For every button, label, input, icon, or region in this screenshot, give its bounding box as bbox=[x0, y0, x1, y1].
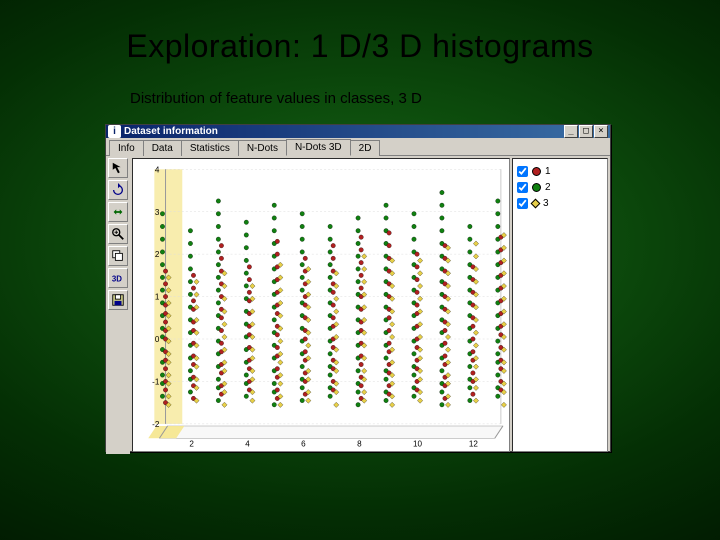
svg-text:10: 10 bbox=[413, 439, 422, 448]
legend-row-2: 2 bbox=[517, 179, 603, 195]
arrow-tool[interactable] bbox=[108, 158, 128, 178]
legend-checkbox-1[interactable] bbox=[517, 166, 528, 177]
svg-text:1: 1 bbox=[155, 293, 160, 302]
svg-text:8: 8 bbox=[357, 439, 362, 448]
svg-text:0: 0 bbox=[155, 335, 160, 344]
legend-swatch-2 bbox=[532, 183, 541, 192]
svg-text:3: 3 bbox=[155, 208, 160, 217]
svg-text:4: 4 bbox=[245, 439, 250, 448]
app-icon: i bbox=[108, 125, 121, 138]
legend-swatch-3 bbox=[531, 198, 541, 208]
save-tool[interactable] bbox=[108, 290, 128, 310]
svg-text:2: 2 bbox=[189, 439, 194, 448]
copy-tool[interactable] bbox=[108, 246, 128, 266]
tab-2d[interactable]: 2D bbox=[350, 140, 381, 156]
legend-label-3: 3 bbox=[543, 198, 549, 209]
legend-label-2: 2 bbox=[545, 182, 551, 193]
slide-subtitle: Distribution of feature values in classe… bbox=[130, 90, 422, 107]
maximize-button[interactable]: □ bbox=[579, 125, 593, 138]
tab-n-dots[interactable]: N-Dots bbox=[238, 140, 287, 156]
close-button[interactable]: × bbox=[594, 125, 608, 138]
tab-statistics[interactable]: Statistics bbox=[181, 140, 239, 156]
legend-checkbox-2[interactable] bbox=[517, 182, 528, 193]
svg-text:4: 4 bbox=[155, 165, 160, 174]
tab-bar: InfoDataStatisticsN-DotsN-Dots 3D2D bbox=[106, 138, 610, 156]
slide-title: Exploration: 1 D/3 D histograms bbox=[0, 28, 720, 65]
legend-row-3: 3 bbox=[517, 195, 603, 211]
svg-text:2: 2 bbox=[155, 250, 160, 259]
tab-data[interactable]: Data bbox=[143, 140, 182, 156]
tab-info[interactable]: Info bbox=[109, 140, 144, 156]
tab-n-dots-3d[interactable]: N-Dots 3D bbox=[286, 139, 351, 156]
svg-text:6: 6 bbox=[301, 439, 306, 448]
3d-tool[interactable]: 3D bbox=[108, 268, 128, 288]
legend-checkbox-3[interactable] bbox=[517, 198, 528, 209]
titlebar[interactable]: i Dataset information _ □ × bbox=[106, 125, 610, 138]
legend-swatch-1 bbox=[532, 167, 541, 176]
legend-label-1: 1 bbox=[545, 166, 551, 177]
reset-tool[interactable] bbox=[108, 202, 128, 222]
svg-text:-2: -2 bbox=[152, 420, 160, 429]
legend-panel: 1 2 3 bbox=[512, 158, 608, 452]
window-title: Dataset information bbox=[124, 126, 564, 137]
app-window: i Dataset information _ □ × InfoDataStat… bbox=[105, 124, 611, 452]
svg-text:-1: -1 bbox=[152, 378, 160, 387]
legend-row-1: 1 bbox=[517, 163, 603, 179]
svg-text:12: 12 bbox=[469, 439, 478, 448]
toolbar: 3D bbox=[106, 156, 130, 454]
plot-area[interactable]: -2-10123424681012 bbox=[132, 158, 510, 452]
svg-text:3D: 3D bbox=[112, 275, 122, 284]
rotate-tool[interactable] bbox=[108, 180, 128, 200]
zoom-tool[interactable] bbox=[108, 224, 128, 244]
minimize-button[interactable]: _ bbox=[564, 125, 578, 138]
